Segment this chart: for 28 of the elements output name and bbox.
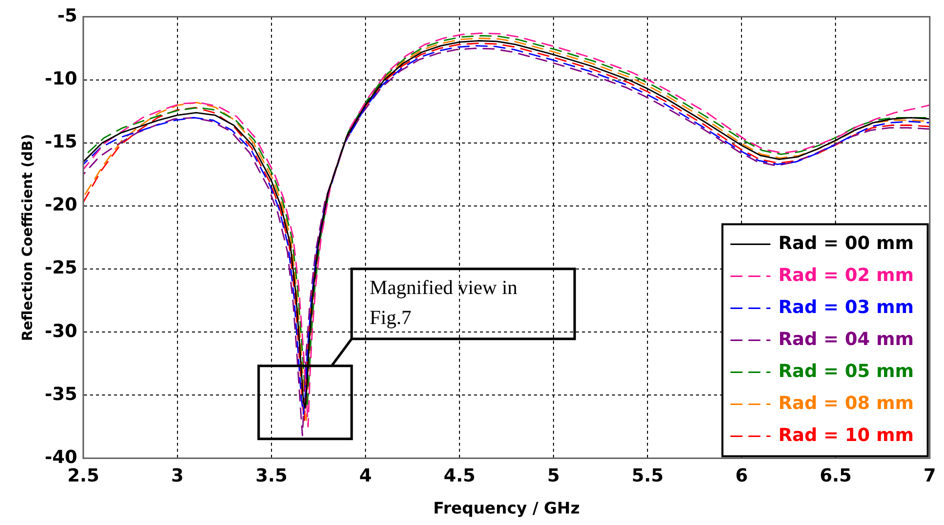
y-tick-label: -25	[44, 258, 78, 279]
y-tick-label: -35	[44, 384, 78, 405]
x-tick-label: 6	[735, 466, 748, 487]
y-tick-label: -15	[44, 132, 78, 153]
legend-label: Rad = 10 mm	[778, 424, 914, 446]
x-tick-label: 4	[359, 466, 372, 487]
legend-label: Rad = 02 mm	[778, 264, 914, 286]
y-axis-title: Reflection Coefficient (dB)	[20, 134, 36, 342]
x-tick-label: 5	[547, 466, 560, 487]
x-tick-label: 3.5	[255, 466, 288, 487]
x-tick-label: 5.5	[632, 466, 664, 487]
x-tick-label: 3	[171, 466, 184, 487]
y-tick-label: -20	[44, 194, 78, 216]
y-tick-label: -10	[44, 68, 78, 90]
y-tick-label: -30	[44, 320, 78, 342]
x-axis-title: Frequency / GHz	[433, 498, 580, 518]
legend-label: Rad = 04 mm	[778, 328, 914, 350]
y-tick-label: -40	[44, 446, 78, 468]
legend-label: Rad = 00 mm	[778, 232, 914, 254]
x-tick-label: 2.5	[67, 466, 100, 487]
legend-label: Rad = 03 mm	[778, 296, 914, 318]
y-tick-label: -5	[57, 5, 78, 26]
x-tick-label: 7	[923, 466, 936, 487]
legend-label: Rad = 05 mm	[778, 360, 914, 382]
x-tick-label: 6.5	[820, 466, 852, 487]
annotation: Magnified view in Fig.7	[370, 277, 518, 330]
legend-label: Rad = 08 mm	[778, 392, 914, 414]
x-tick-label: 4.5	[444, 466, 476, 487]
